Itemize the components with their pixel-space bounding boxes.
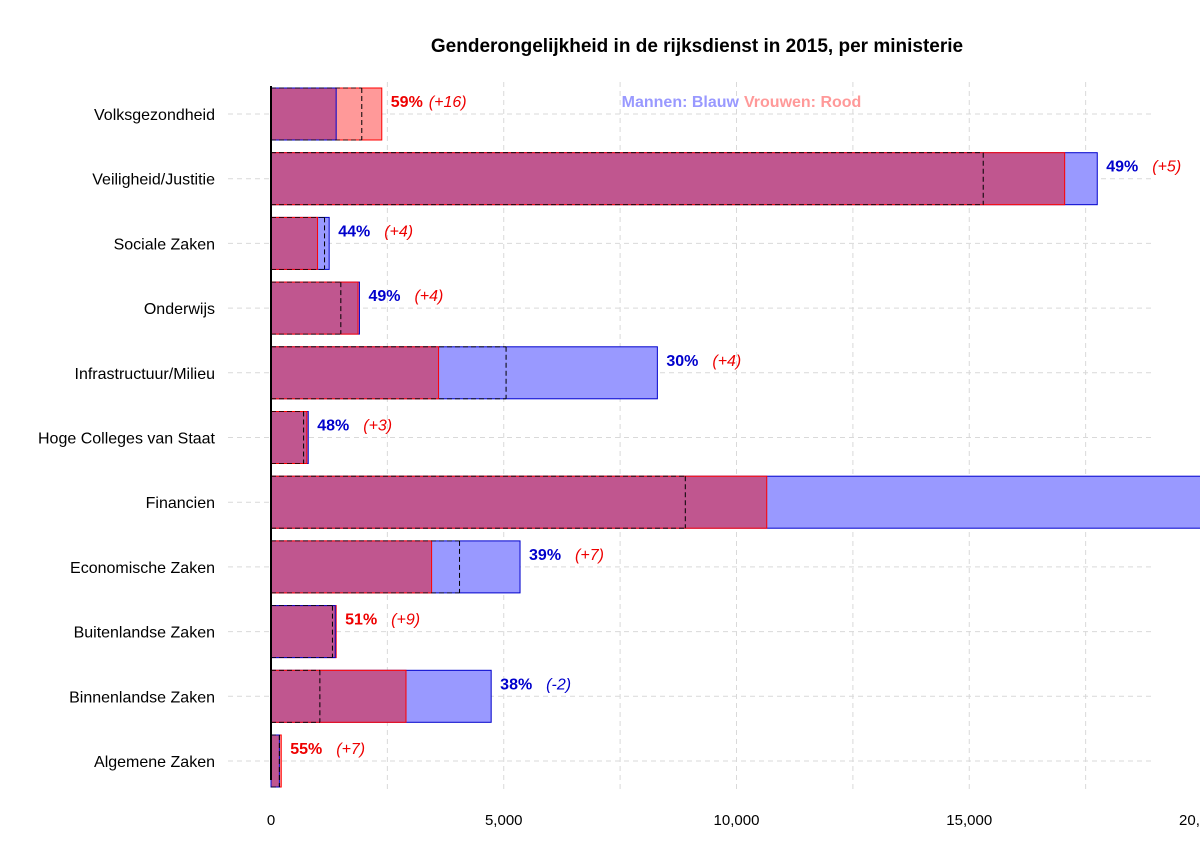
percent-label-4: 30% bbox=[666, 353, 698, 370]
category-label-9: Binnenlandse Zaken bbox=[69, 689, 215, 706]
percent-label-9: 38% bbox=[500, 676, 532, 693]
category-label-7: Economische Zaken bbox=[70, 560, 215, 577]
delta-label-10: (+7) bbox=[336, 741, 365, 758]
delta-label-5: (+3) bbox=[363, 418, 392, 435]
category-label-4: Infrastructuur/Milieu bbox=[75, 366, 216, 383]
legend: Mannen: Blauw Vrouwen: Rood bbox=[622, 94, 862, 111]
bar-women-1 bbox=[270, 152, 1066, 206]
bar-women-5 bbox=[270, 411, 308, 464]
category-label-6: Financien bbox=[146, 495, 215, 512]
bar-men-0 bbox=[270, 87, 337, 141]
bar-women-9 bbox=[270, 669, 407, 723]
category-labels: Volksgezondheid Veiligheid/Justitie Social… bbox=[38, 107, 216, 771]
bar-men-8 bbox=[270, 605, 336, 659]
category-label-10: Algemene Zaken bbox=[94, 754, 215, 771]
category-label-1: Veiligheid/Justitie bbox=[92, 172, 215, 189]
x-tick-label-3: 15,000 bbox=[946, 812, 992, 829]
delta-label-1: (+5) bbox=[1152, 159, 1181, 176]
category-label-3: Onderwijs bbox=[144, 301, 215, 318]
percent-label-10: 55% bbox=[290, 741, 322, 758]
delta-label-2: (+4) bbox=[384, 223, 413, 240]
category-label-5: Hoge Colleges van Staat bbox=[38, 431, 216, 448]
percent-label-3: 49% bbox=[368, 288, 400, 305]
percent-label-7: 39% bbox=[529, 547, 561, 564]
delta-label-3: (+4) bbox=[414, 288, 443, 305]
category-label-8: Buitenlandse Zaken bbox=[74, 625, 215, 642]
bar-women-4 bbox=[270, 346, 440, 400]
bar-women-7 bbox=[270, 540, 433, 594]
legend-women: Vrouwen: Rood bbox=[744, 94, 861, 111]
delta-label-9: (-2) bbox=[546, 676, 571, 693]
chart-title: Genderongelijkheid in de rijksdienst in … bbox=[431, 36, 963, 57]
percent-label-8: 51% bbox=[345, 612, 377, 629]
bar-women-2 bbox=[270, 216, 319, 270]
bar-women-3 bbox=[270, 281, 359, 335]
bar-men-10 bbox=[270, 734, 280, 788]
percent-label-5: 48% bbox=[317, 418, 349, 435]
x-tick-label-1: 5,000 bbox=[485, 812, 523, 829]
percent-label-2: 44% bbox=[338, 223, 370, 240]
x-tick-label-4: 20,000 bbox=[1179, 812, 1200, 829]
category-label-2: Sociale Zaken bbox=[114, 236, 215, 253]
x-axis-tick-labels: 0 5,000 10,000 15,000 20,000 bbox=[267, 812, 1200, 829]
legend-men: Mannen: Blauw bbox=[622, 94, 740, 111]
delta-label-8: (+9) bbox=[391, 612, 420, 629]
percent-label-0: 59% bbox=[391, 94, 423, 111]
x-tick-label-2: 10,000 bbox=[714, 812, 760, 829]
delta-label-0: (+16) bbox=[429, 94, 467, 111]
bar-women-6 bbox=[270, 475, 768, 529]
category-label-0: Volksgezondheid bbox=[94, 107, 215, 124]
percent-label-1: 49% bbox=[1106, 159, 1138, 176]
delta-label-7: (+7) bbox=[575, 547, 604, 564]
delta-label-4: (+4) bbox=[712, 353, 741, 370]
data-labels: 59% (+16) 49% (+5) 44% (+4) 49% (+4) 30% (+4) 48% (… bbox=[290, 94, 1181, 758]
x-tick-label-0: 0 bbox=[267, 812, 275, 829]
